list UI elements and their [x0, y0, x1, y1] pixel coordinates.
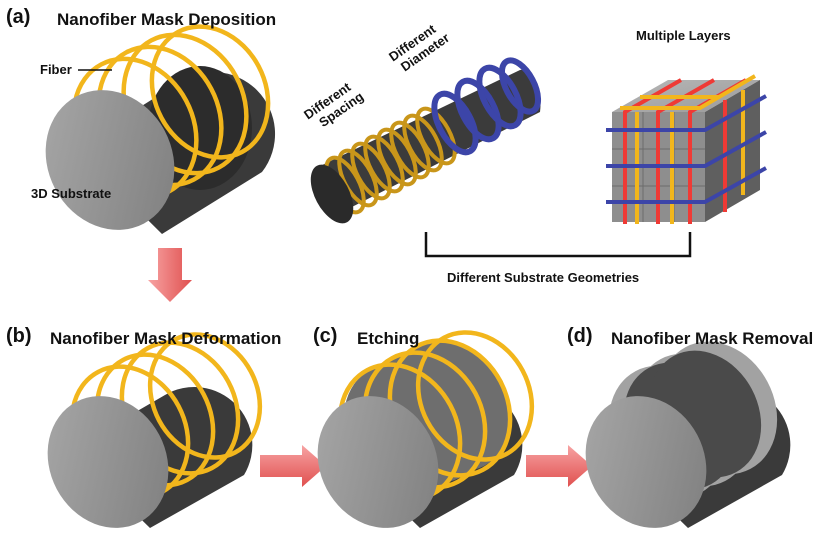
panel-letter-d: (d) [567, 325, 593, 347]
substrate-cylinder-a [45, 24, 276, 234]
panel-letter-a: (a) [6, 6, 31, 28]
substrate-tapered-cylinder [310, 57, 542, 224]
fiber-label: Fiber [40, 62, 72, 77]
panel-letter-b: (b) [6, 325, 32, 347]
panel-title-c: Etching [357, 329, 420, 348]
arrow-right-icon [260, 445, 326, 487]
geometries-label: Different Substrate Geometries [447, 270, 640, 285]
substrate-label: 3D Substrate [31, 186, 112, 201]
panel-title-a: Nanofiber Mask Deposition [57, 10, 277, 29]
substrate-cube [606, 74, 767, 224]
geometries-bracket [424, 232, 692, 258]
panel-title-b: Nanofiber Mask Deformation [50, 329, 282, 348]
panel-letter-c: (c) [313, 325, 338, 347]
substrate-cylinder-b [47, 332, 263, 528]
arrow-down-icon [148, 248, 192, 302]
substrate-cylinder-d [585, 341, 791, 528]
multiple-layers-label: Multiple Layers [636, 28, 731, 43]
arrow-right-icon [526, 445, 592, 487]
substrate-cylinder-c [317, 330, 535, 528]
panel-title-d: Nanofiber Mask Removal [611, 329, 814, 348]
